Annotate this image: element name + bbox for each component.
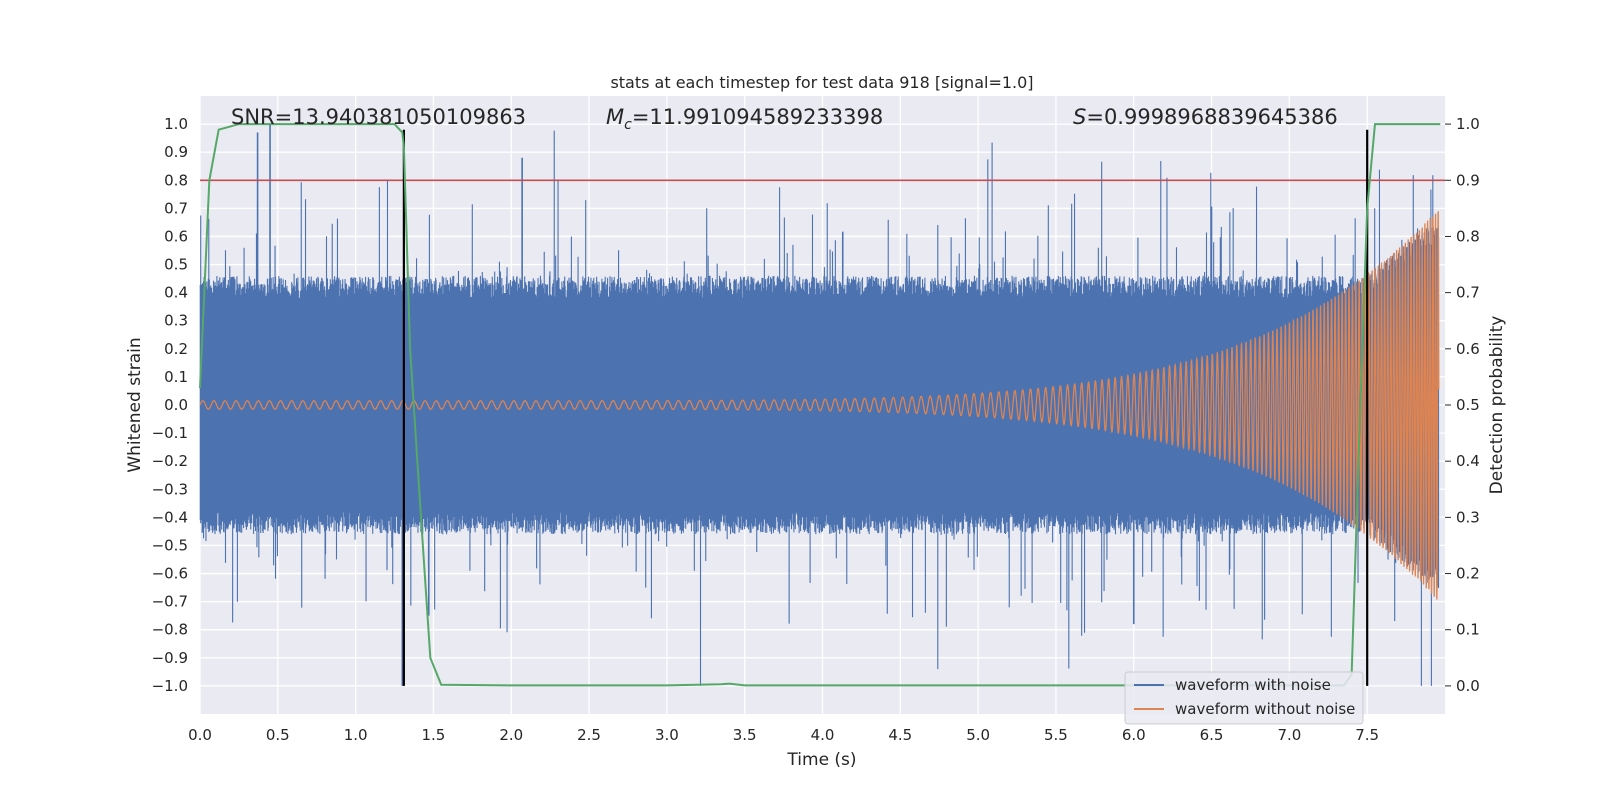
x-tick-label: 6.5 bbox=[1200, 726, 1224, 744]
y-tick-label-left: 0.5 bbox=[164, 256, 188, 274]
x-tick-label: 4.5 bbox=[888, 726, 912, 744]
y-tick-label-left: −1.0 bbox=[152, 677, 188, 695]
y-tick-label-left: 0.6 bbox=[164, 227, 188, 245]
y-tick-label-left: −0.8 bbox=[152, 621, 188, 639]
y-tick-label-left: −0.2 bbox=[152, 452, 188, 470]
y-tick-label-right: 0.1 bbox=[1456, 621, 1480, 639]
y-tick-label-left: −0.3 bbox=[152, 480, 188, 498]
x-axis-label: Time (s) bbox=[786, 750, 856, 770]
y-tick-label-left: 1.0 bbox=[164, 115, 188, 133]
series-waveform-without-noise bbox=[199, 211, 1440, 600]
x-tick-label: 0.5 bbox=[266, 726, 290, 744]
y-tick-label-left: 0.2 bbox=[164, 340, 188, 358]
x-tick-label: 2.5 bbox=[577, 726, 601, 744]
legend-label-noise: waveform with noise bbox=[1175, 676, 1331, 694]
y-tick-label-left: −0.4 bbox=[152, 508, 188, 526]
x-tick-label: 1.5 bbox=[422, 726, 446, 744]
y-tick-label-right: 0.6 bbox=[1456, 340, 1480, 358]
chirp-mass-value: =11.991094589233398 bbox=[632, 105, 883, 129]
y-tick-label-right: 0.0 bbox=[1456, 677, 1480, 695]
y-tick-label-right: 0.3 bbox=[1456, 508, 1480, 526]
y-tick-label-right: 0.7 bbox=[1456, 284, 1480, 302]
y-tick-label-right: 0.8 bbox=[1456, 227, 1480, 245]
x-tick-label: 7.0 bbox=[1277, 726, 1301, 744]
legend-box bbox=[1124, 671, 1364, 725]
legend: waveform with noise waveform without noi… bbox=[1124, 671, 1364, 725]
noise-series bbox=[199, 124, 1440, 686]
y-axis-label-right: Detection probability bbox=[1487, 316, 1507, 495]
y-tick-label-left: 0.0 bbox=[164, 396, 188, 414]
ticks: 0.0 0.5 1.0 1.5 2.0 2.5 3.0 3.5 4.0 4.5 5.0 5.5 6.0 6… bbox=[152, 115, 1480, 744]
clean-series bbox=[199, 211, 1440, 600]
snr-annotation: SNR=13.940381050109863 bbox=[231, 105, 526, 129]
x-tick-label: 7.5 bbox=[1355, 726, 1379, 744]
y-tick-label-left: 0.9 bbox=[164, 143, 188, 161]
x-tick-label: 6.0 bbox=[1122, 726, 1146, 744]
y-tick-label-left: 0.1 bbox=[164, 368, 188, 386]
x-tick-label: 4.0 bbox=[811, 726, 835, 744]
y-tick-label-left: 0.3 bbox=[164, 312, 188, 330]
y-tick-label-left: 0.8 bbox=[164, 171, 188, 189]
chart-title: stats at each timestep for test data 918… bbox=[610, 73, 1033, 92]
y-tick-label-left: −0.1 bbox=[152, 424, 188, 442]
y-tick-label-right: 1.0 bbox=[1456, 115, 1480, 133]
y-tick-label-left: 0.7 bbox=[164, 199, 188, 217]
x-tick-label: 5.5 bbox=[1044, 726, 1068, 744]
chirp-mass-symbol: M bbox=[606, 105, 624, 129]
y-axis-label-left: Whitened strain bbox=[125, 337, 145, 472]
y-tick-label-right: 0.4 bbox=[1456, 452, 1480, 470]
legend-label-clean: waveform without noise bbox=[1175, 700, 1355, 718]
y-tick-label-left: −0.5 bbox=[152, 536, 188, 554]
y-tick-label-left: −0.9 bbox=[152, 649, 188, 667]
x-tick-label: 3.5 bbox=[733, 726, 757, 744]
s-value: =0.9998968839645386 bbox=[1086, 105, 1337, 129]
y-tick-label-right: 0.9 bbox=[1456, 171, 1480, 189]
y-tick-label-left: −0.7 bbox=[152, 593, 188, 611]
chirp-mass-subscript: c bbox=[624, 117, 632, 133]
x-tick-label: 2.0 bbox=[499, 726, 523, 744]
chirp-mass-annotation: Mc=11.991094589233398 bbox=[606, 105, 883, 133]
y-tick-label-right: 0.2 bbox=[1456, 565, 1480, 583]
y-tick-label-left: 0.4 bbox=[164, 284, 188, 302]
y-tick-label-right: 0.5 bbox=[1456, 396, 1480, 414]
x-tick-label: 3.0 bbox=[655, 726, 679, 744]
y-tick-label-left: −0.6 bbox=[152, 565, 188, 583]
x-tick-label: 1.0 bbox=[344, 726, 368, 744]
s-symbol: S bbox=[1073, 105, 1086, 129]
x-tick-label: 0.0 bbox=[188, 726, 212, 744]
x-tick-label: 5.0 bbox=[966, 726, 990, 744]
s-annotation: S=0.9998968839645386 bbox=[1073, 105, 1338, 129]
